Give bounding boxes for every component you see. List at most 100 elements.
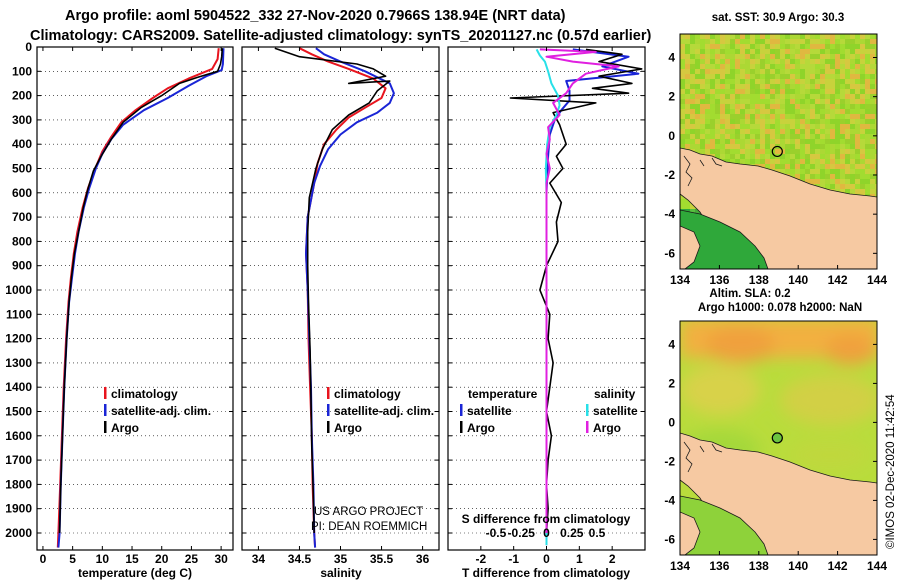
sst-pixel <box>735 89 740 94</box>
sst-pixel <box>725 104 730 109</box>
sst-pixel <box>700 49 705 54</box>
sst-pixel <box>845 39 850 44</box>
sst-pixel <box>735 109 740 114</box>
sst-pixel <box>845 159 850 164</box>
sst-pixel <box>780 99 785 104</box>
sst-pixel <box>695 59 700 64</box>
sst-pixel <box>730 34 735 39</box>
sst-pixel <box>865 44 870 49</box>
sst-pixel <box>810 84 815 89</box>
sst-pixel <box>680 134 685 139</box>
sst-pixel <box>845 134 850 139</box>
sst-pixel <box>830 174 835 179</box>
sst-pixel <box>805 39 810 44</box>
sst-pixel <box>780 84 785 89</box>
sst-pixel <box>820 184 825 189</box>
sst-pixel <box>765 114 770 119</box>
sst-pixel <box>830 134 835 139</box>
sst-pixel <box>805 69 810 74</box>
sst-pixel <box>870 134 875 139</box>
sst-pixel <box>700 144 705 149</box>
sst-pixel <box>710 59 715 64</box>
depth-tick-label: 300 <box>12 113 32 127</box>
sst-pixel <box>785 104 790 109</box>
sst-pixel <box>780 144 785 149</box>
sst-pixel <box>800 49 805 54</box>
sst-pixel <box>680 44 685 49</box>
x-tick-label: 2 <box>609 552 616 566</box>
sst-pixel <box>815 99 820 104</box>
sst-pixel <box>740 114 745 119</box>
sst-pixel <box>695 144 700 149</box>
sst-map-title: sat. SST: 30.9 Argo: 30.3 <box>712 12 845 24</box>
sst-pixel <box>685 44 690 49</box>
sst-pixel <box>755 69 760 74</box>
sst-pixel <box>740 144 745 149</box>
sst-pixel <box>855 124 860 129</box>
sst-pixel <box>810 74 815 79</box>
sst-pixel <box>840 124 845 129</box>
sst-pixel <box>845 154 850 159</box>
sst-pixel <box>790 139 795 144</box>
sst-pixel <box>750 119 755 124</box>
legend-label-s-argo: Argo <box>593 421 621 435</box>
sst-pixel <box>735 44 740 49</box>
sst-pixel <box>740 154 745 159</box>
sst-pixel <box>870 39 875 44</box>
sst-pixel <box>830 124 835 129</box>
depth-tick-label: 200 <box>12 89 32 103</box>
sst-pixel <box>775 164 780 169</box>
lat-tick-label: -6 <box>664 532 675 546</box>
sst-pixel <box>800 84 805 89</box>
sst-pixel <box>825 159 830 164</box>
sst-pixel <box>800 99 805 104</box>
sst-pixel <box>780 44 785 49</box>
sst-pixel <box>750 159 755 164</box>
sst-pixel <box>680 124 685 129</box>
sst-pixel <box>680 194 685 199</box>
sst-pixel <box>715 124 720 129</box>
sst-pixel <box>825 74 830 79</box>
sst-pixel <box>840 64 845 69</box>
sst-pixel <box>705 119 710 124</box>
sst-pixel <box>790 99 795 104</box>
sst-pixel <box>850 69 855 74</box>
sst-pixel <box>770 59 775 64</box>
sst-pixel <box>720 69 725 74</box>
sst-pixel <box>695 69 700 74</box>
sst-pixel <box>815 169 820 174</box>
sst-pixel <box>835 74 840 79</box>
sst-pixel <box>855 129 860 134</box>
sst-pixel <box>850 164 855 169</box>
sst-lat-ticks: 4 2 0 -2 -4 -6 <box>664 51 877 260</box>
sst-pixel <box>775 99 780 104</box>
sla-map-subtitle: Argo h1000: 0.078 h2000: NaN <box>698 302 862 314</box>
sst-pixel <box>785 74 790 79</box>
sla-lon-ticks: 134 136 138 140 142 144 <box>670 551 887 573</box>
sst-pixel <box>770 79 775 84</box>
sst-pixel <box>790 59 795 64</box>
sst-pixel <box>705 149 710 154</box>
sst-pixel <box>815 59 820 64</box>
sst-pixel <box>860 124 865 129</box>
sst-pixel <box>820 94 825 99</box>
sst-pixel <box>830 94 835 99</box>
sst-pixel <box>695 39 700 44</box>
sst-pixel <box>805 144 810 149</box>
sst-pixel <box>820 49 825 54</box>
sst-pixel <box>810 174 815 179</box>
sst-pixel <box>785 44 790 49</box>
sst-pixel <box>845 149 850 154</box>
sst-pixel <box>765 149 770 154</box>
sst-pixel <box>760 99 765 104</box>
sst-pixel <box>700 84 705 89</box>
sst-pixel <box>805 114 810 119</box>
sst-pixel <box>735 59 740 64</box>
sst-pixel <box>725 129 730 134</box>
sst-pixel <box>805 94 810 99</box>
sst-pixel <box>680 74 685 79</box>
sst-pixel <box>865 129 870 134</box>
sst-pixel <box>685 124 690 129</box>
sst-pixel <box>805 74 810 79</box>
sst-pixel <box>805 49 810 54</box>
